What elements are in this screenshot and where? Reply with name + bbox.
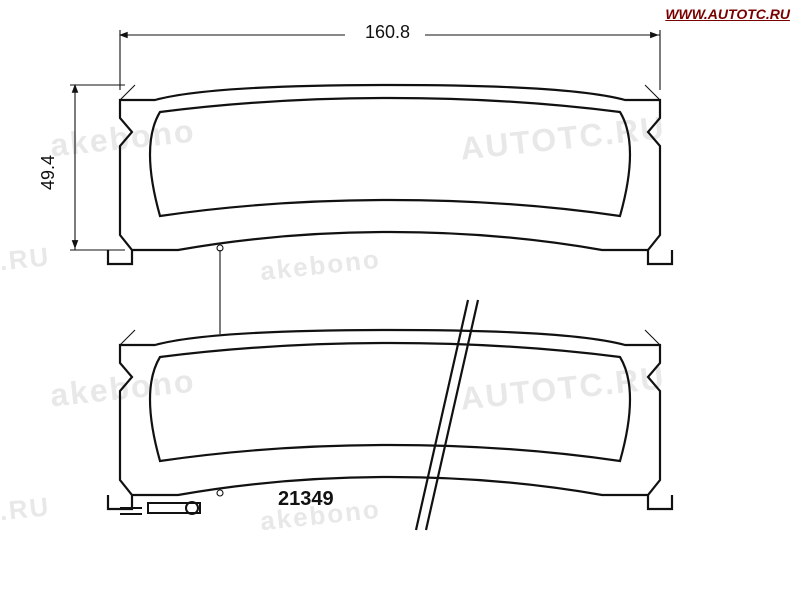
source-url: WWW.AUTOTC.RU — [665, 6, 790, 22]
technical-drawing — [0, 0, 800, 600]
section-cut-line — [416, 300, 478, 530]
brake-pad-bottom — [108, 330, 672, 514]
part-number-label: 21349 — [278, 488, 334, 511]
height-dimension-label: 49.4 — [38, 155, 59, 190]
width-dimension-label: 160.8 — [365, 22, 410, 43]
brake-pad-top — [108, 85, 672, 264]
height-dimension — [70, 85, 125, 250]
